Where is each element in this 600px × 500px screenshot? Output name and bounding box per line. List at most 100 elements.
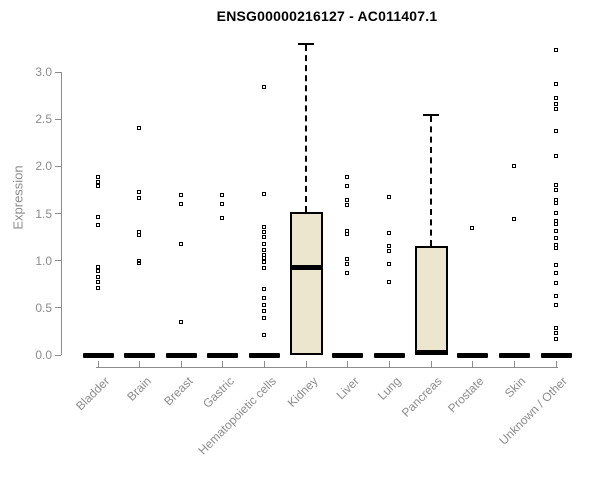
whisker-line <box>430 116 433 246</box>
data-point <box>137 195 142 200</box>
x-tick-label: Prostate <box>445 374 487 416</box>
data-point <box>262 247 267 252</box>
data-point <box>553 271 558 276</box>
data-point <box>553 280 558 285</box>
data-point <box>345 175 350 180</box>
y-tick-label: 1.0 <box>35 253 52 268</box>
data-point <box>262 260 267 265</box>
x-tick-label: Pancreas <box>399 374 446 420</box>
whisker-cap <box>423 114 440 117</box>
data-point <box>553 211 558 215</box>
x-tick-label: Hematopoietic cells <box>194 374 279 458</box>
zero-median-bar <box>457 352 489 358</box>
y-tick-mark <box>55 354 61 356</box>
y-tick-label: 3.0 <box>35 65 52 79</box>
y-tick-label: 2.0 <box>35 159 52 174</box>
data-point <box>95 175 100 180</box>
data-point <box>553 200 558 205</box>
data-point <box>386 279 391 284</box>
data-point <box>345 231 350 236</box>
data-point <box>220 201 225 206</box>
x-tick-mark <box>347 361 349 368</box>
zero-median-bar <box>332 352 364 358</box>
zero-median-bar <box>373 352 405 358</box>
data-point <box>553 245 558 250</box>
data-point <box>553 294 558 298</box>
x-tick-label: Lung <box>374 374 404 403</box>
x-tick-mark <box>139 361 141 368</box>
x-tick-mark <box>97 361 99 368</box>
y-tick-mark <box>55 118 61 120</box>
y-tick-mark <box>55 165 61 167</box>
data-point <box>262 332 267 337</box>
x-tick-label: Liver <box>333 374 362 403</box>
data-point <box>220 215 225 220</box>
zero-median-bar <box>82 352 114 358</box>
x-tick-label: Breast <box>160 374 196 409</box>
data-point <box>262 302 267 307</box>
data-point <box>262 225 267 230</box>
y-tick-label: 1.5 <box>35 206 52 221</box>
zero-median-bar <box>498 352 530 358</box>
data-point <box>386 244 391 249</box>
data-point <box>470 226 475 231</box>
zero-median-bar <box>124 352 156 358</box>
data-point <box>345 202 350 207</box>
x-tick-mark <box>180 361 182 368</box>
x-tick-label: Gastric <box>200 374 237 411</box>
data-point <box>262 265 267 270</box>
x-tick-mark <box>222 361 224 368</box>
data-point <box>553 188 558 193</box>
data-point <box>262 84 267 89</box>
y-tick-label: 0.0 <box>35 348 52 362</box>
data-point <box>386 230 391 235</box>
data-point <box>178 193 183 198</box>
data-point <box>137 126 142 131</box>
data-point <box>345 257 350 262</box>
chart-title: ENSG00000216127 - AC011407.1 <box>216 8 438 24</box>
data-point <box>262 192 267 197</box>
y-tick-mark <box>55 213 61 214</box>
data-point <box>95 179 100 184</box>
data-point <box>553 47 558 52</box>
x-tick-mark <box>513 361 515 368</box>
x-tick-label: Kidney <box>284 374 321 410</box>
data-point <box>511 163 516 168</box>
data-point <box>553 101 558 106</box>
x-tick-mark <box>305 361 307 368</box>
data-point <box>386 194 391 199</box>
data-point <box>262 252 267 257</box>
y-tick-label: 0.5 <box>35 300 52 315</box>
median-line <box>291 264 321 270</box>
data-point <box>262 229 267 234</box>
data-point <box>553 95 558 100</box>
box-kidney <box>289 211 323 355</box>
data-point <box>262 287 267 292</box>
data-point <box>553 222 558 227</box>
data-point <box>95 285 100 290</box>
data-point <box>220 193 225 198</box>
median-line <box>416 350 446 355</box>
data-point <box>345 261 350 266</box>
data-point <box>553 182 558 187</box>
data-point <box>262 295 267 300</box>
data-point <box>262 309 267 314</box>
x-axis-line <box>96 367 559 368</box>
data-point <box>345 183 350 188</box>
data-point <box>553 337 558 342</box>
data-point <box>262 315 267 320</box>
zero-median-bar <box>540 352 572 358</box>
data-point <box>137 232 142 237</box>
data-point <box>262 242 267 247</box>
data-point <box>95 214 100 219</box>
data-point <box>137 260 142 265</box>
data-point <box>345 271 350 276</box>
data-point <box>553 154 558 159</box>
x-tick-mark <box>472 361 474 368</box>
data-point <box>178 201 183 206</box>
whisker-cap <box>298 42 315 45</box>
x-tick-label: Bladder <box>72 374 112 414</box>
x-tick-mark <box>388 361 390 368</box>
zero-median-bar <box>249 352 281 358</box>
